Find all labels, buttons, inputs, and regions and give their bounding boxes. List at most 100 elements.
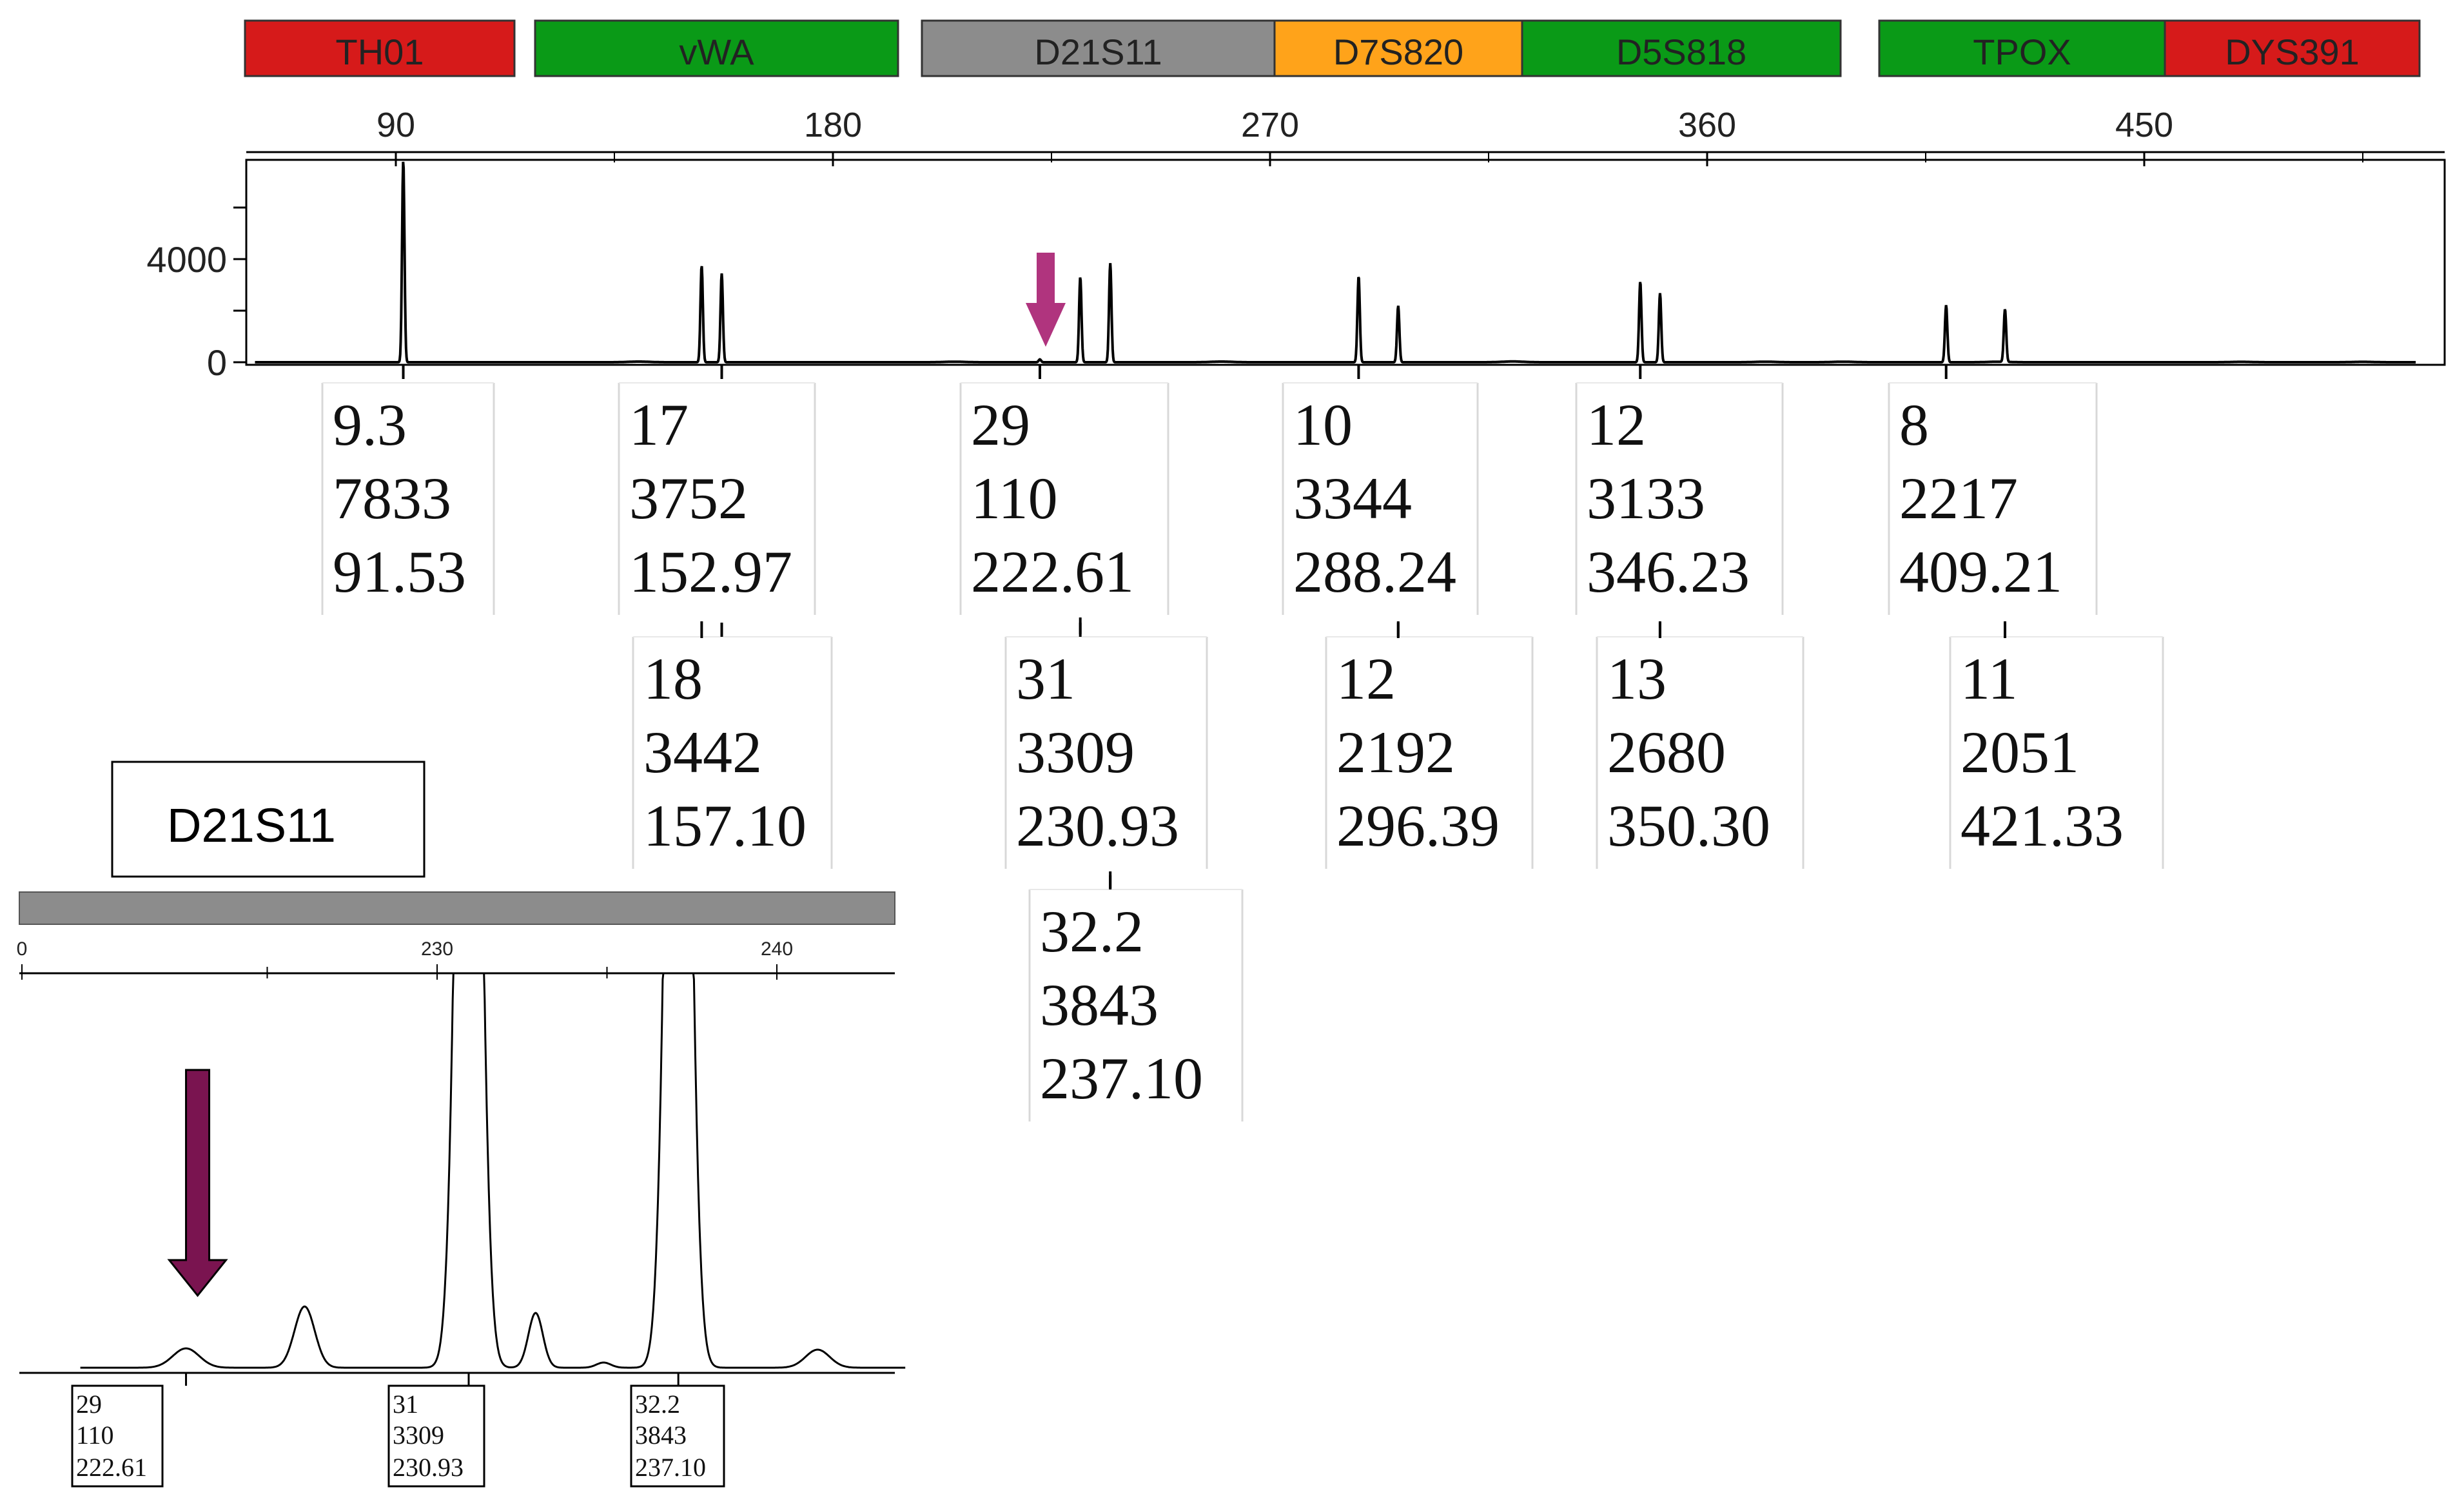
inset-trace-line: [80, 972, 906, 1369]
inset-title-box: D21S11: [111, 761, 425, 878]
main-x-tick-label: 270: [1241, 106, 1299, 144]
peak-label-box: 17 3752 152.97: [618, 382, 816, 615]
inset-marker-bar: [19, 891, 895, 925]
inset-peak-height: 3843: [635, 1421, 687, 1450]
peak-allele: 32.2: [1040, 898, 1144, 964]
main-peak-labels: 9.3 7833 91.53 17 3752 152.97 18 3442 157.10 29 11…: [321, 365, 2164, 1121]
marker-bar: TH01 vWA D21S11 D7S820 D5S818 TPOX DYS391: [244, 19, 2421, 77]
peak-allele: 29: [971, 392, 1030, 458]
peak-size: 222.61: [971, 539, 1134, 605]
inset-peak-allele: 31: [393, 1390, 418, 1419]
inset-x-axis: 0 230 240: [17, 938, 895, 1374]
peak-size: 421.33: [1960, 793, 2124, 859]
inset-peak-size: 237.10: [635, 1453, 706, 1482]
peak-height: 2192: [1336, 719, 1455, 785]
main-x-tick-label: 360: [1678, 106, 1736, 144]
peak-label-box: 12 2192 296.39: [1325, 623, 1534, 869]
peak-allele: 18: [643, 646, 703, 712]
peak-label-box: 18 3442 157.10: [632, 623, 833, 869]
peak-label-box: 32.2 3843 237.10: [1028, 875, 1244, 1121]
peak-label-box: 13 2680 350.30: [1596, 623, 1804, 869]
inset-peak-size: 230.93: [393, 1453, 464, 1482]
peak-size: 346.23: [1587, 539, 1750, 605]
inset-arrow-icon: [167, 1069, 228, 1297]
peak-allele: 31: [1016, 646, 1075, 712]
peak-label-box: 12 3133 346.23: [1575, 382, 1784, 615]
peak-height: 3309: [1016, 719, 1135, 785]
peak-size: 409.21: [1899, 539, 2062, 605]
marker-segment: [1878, 19, 2166, 77]
inset-peak-allele: 32.2: [635, 1390, 680, 1419]
marker-label: TPOX: [1973, 32, 2071, 72]
marker-segment: [2164, 19, 2421, 77]
peak-height: 2680: [1607, 719, 1726, 785]
peak-allele: 9.3: [333, 392, 407, 458]
peak-allele: 12: [1336, 646, 1396, 712]
marker-segment: [534, 19, 899, 77]
peak-size: 296.39: [1336, 793, 1500, 859]
peak-height: 110: [971, 465, 1058, 531]
peak-label-box: 9.3 7833 91.53: [321, 382, 495, 615]
main-x-axis: 90 180 270 360 450: [246, 106, 2445, 166]
peak-label-box: 31 3309 230.93: [1004, 623, 1208, 869]
inset-label-border: [630, 1384, 725, 1488]
marker-label: D7S820: [1333, 32, 1463, 72]
peak-label-box: 29 110 222.61: [959, 382, 1169, 615]
peak-allele: 12: [1587, 392, 1646, 458]
marker-label: TH01: [336, 32, 424, 72]
peak-size: 152.97: [629, 539, 792, 605]
main-y-tick-label: 4000: [146, 239, 227, 280]
main-plot-frame: [245, 159, 2446, 366]
peak-height: 2217: [1899, 465, 2018, 531]
inset-x-tick-label: 240: [761, 938, 793, 960]
main-y-tick-label: 0: [207, 342, 227, 383]
marker-segment: [244, 19, 516, 77]
peak-size: 350.30: [1607, 793, 1770, 859]
main-trace-line: [255, 161, 2416, 364]
peak-height: 3344: [1293, 465, 1412, 531]
marker-segment: [1521, 19, 1842, 77]
d21s11-arrow-icon: [1025, 253, 1066, 347]
inset-peak-height: 3309: [393, 1421, 444, 1450]
main-y-axis: 0 4000: [146, 206, 246, 383]
main-x-tick-label: 450: [2115, 106, 2173, 144]
inset-x-tick-label: 0: [17, 938, 28, 960]
peak-height: 3442: [643, 719, 762, 785]
marker-label: D21S11: [1034, 32, 1162, 72]
marker-label: DYS391: [2225, 32, 2360, 72]
peak-height: 7833: [333, 465, 451, 531]
inset-x-tick-label: 230: [421, 938, 453, 960]
marker-label: vWA: [679, 32, 754, 72]
peak-label-box: 11 2051 421.33: [1949, 623, 2164, 869]
peak-size: 91.53: [333, 539, 466, 605]
peak-size: 237.10: [1040, 1045, 1203, 1111]
inset-arrow-icon: [167, 1069, 228, 1297]
peak-allele: 11: [1960, 646, 2018, 712]
peak-height: 2051: [1960, 719, 2079, 785]
inset-title: D21S11: [167, 799, 336, 852]
main-x-tick-label: 90: [376, 106, 415, 144]
inset-peak-allele: 29: [76, 1390, 102, 1419]
marker-label: D5S818: [1616, 32, 1746, 72]
peak-allele: 17: [629, 392, 689, 458]
peak-label-box: 10 3344 288.24: [1282, 382, 1479, 615]
peak-size: 288.24: [1293, 539, 1456, 605]
peak-allele: 10: [1293, 392, 1353, 458]
inset-peak-size: 222.61: [76, 1453, 147, 1482]
marker-segment: [921, 19, 1276, 77]
d21s11-arrow-icon: [1025, 253, 1066, 347]
peak-allele: 8: [1899, 392, 1929, 458]
peak-height: 3133: [1587, 465, 1705, 531]
peak-height: 3752: [629, 465, 748, 531]
peak-size: 230.93: [1016, 793, 1179, 859]
peak-size: 157.10: [643, 793, 807, 859]
peak-allele: 13: [1607, 646, 1667, 712]
peak-label-box: 8 2217 409.21: [1888, 382, 2098, 615]
main-x-tick-label: 180: [804, 106, 862, 144]
inset-label-border: [71, 1384, 164, 1488]
